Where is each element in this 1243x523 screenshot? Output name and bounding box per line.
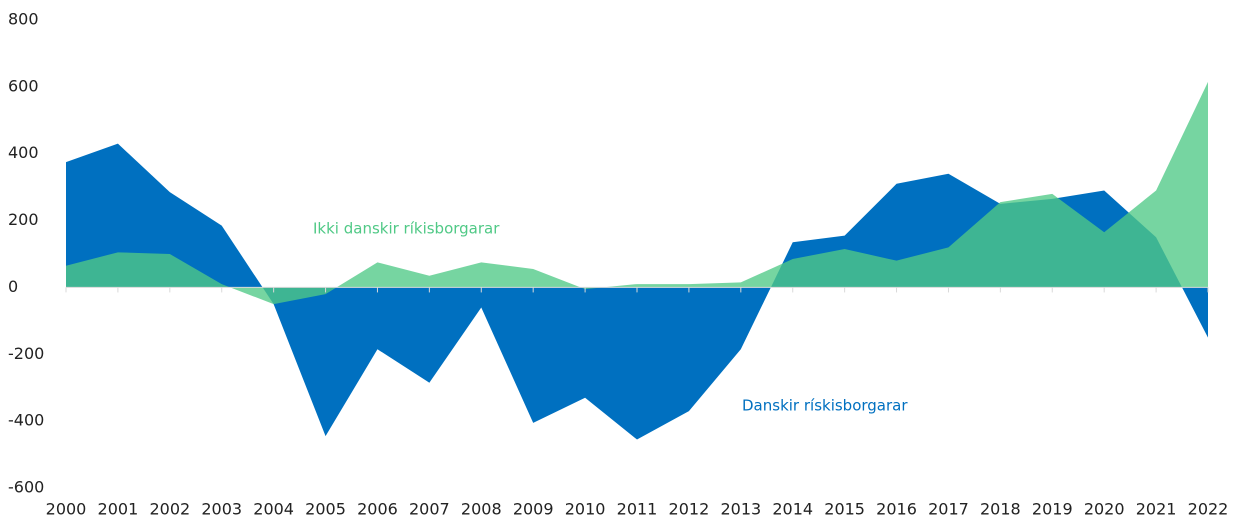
y-tick-label: 800 [8, 10, 39, 29]
y-tick-label: -200 [8, 344, 44, 363]
x-tick-label: 2013 [720, 500, 761, 519]
x-tick-label: 2021 [1136, 500, 1177, 519]
x-tick-label: 2000 [46, 500, 87, 519]
x-tick-label: 2015 [824, 500, 865, 519]
x-tick-label: 2001 [98, 500, 139, 519]
area [66, 81, 1208, 305]
x-tick-label: 2012 [669, 500, 710, 519]
x-tick-label: 2008 [461, 500, 502, 519]
x-tick-label: 2020 [1084, 500, 1125, 519]
x-tick-label: 2018 [980, 500, 1021, 519]
x-tick-label: 2016 [876, 500, 917, 519]
x-tick-label: 2017 [928, 500, 969, 519]
x-tick-label: 2014 [772, 500, 813, 519]
y-tick-label: 600 [8, 76, 39, 95]
y-tick-label: 200 [8, 210, 39, 229]
x-tick-label: 2003 [201, 500, 242, 519]
x-tick-label: 2005 [305, 500, 346, 519]
x-tick-label: 2006 [357, 500, 398, 519]
y-tick-label: 0 [8, 277, 18, 296]
series-label: Danskir rískisborgarar [742, 397, 908, 415]
series-label: Ikki danskir ríkisborgarar [313, 220, 500, 238]
y-tick-label: -400 [8, 411, 44, 430]
y-tick-label: -600 [8, 478, 44, 497]
x-tick-label: 2009 [513, 500, 554, 519]
x-tick-label: 2007 [409, 500, 450, 519]
x-tick-label: 2004 [253, 500, 294, 519]
x-tick-label: 2022 [1188, 500, 1229, 519]
y-tick-label: 400 [8, 143, 39, 162]
x-tick-label: 2002 [149, 500, 190, 519]
x-tick-label: 2010 [565, 500, 606, 519]
x-tick-label: 2019 [1032, 500, 1073, 519]
x-tick-label: 2011 [617, 500, 658, 519]
